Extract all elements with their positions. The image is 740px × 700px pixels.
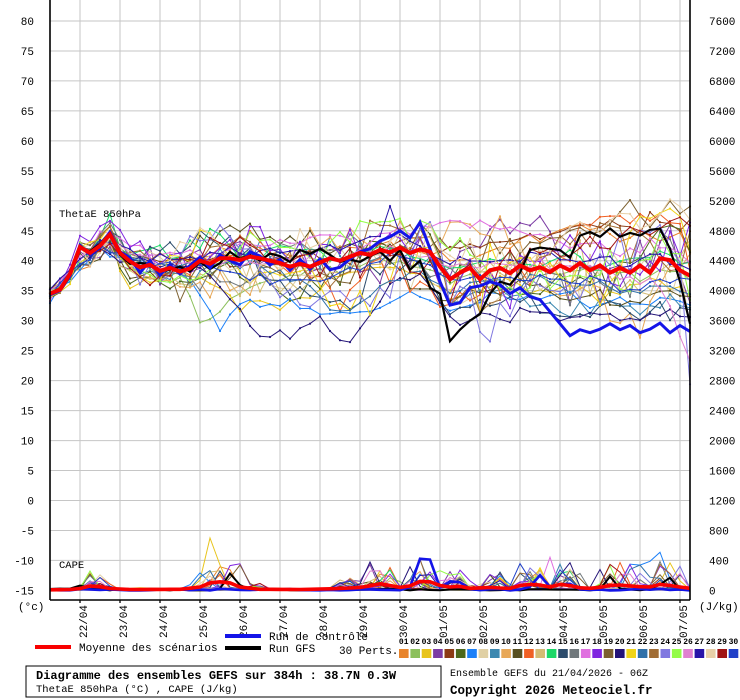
svg-text:24/04: 24/04 bbox=[159, 605, 171, 638]
svg-text:-5: -5 bbox=[21, 527, 34, 539]
svg-text:15: 15 bbox=[558, 638, 568, 647]
svg-text:-15: -15 bbox=[14, 586, 34, 598]
svg-text:03: 03 bbox=[422, 638, 432, 647]
svg-text:11: 11 bbox=[513, 638, 523, 647]
svg-text:19: 19 bbox=[604, 638, 614, 647]
svg-text:01/05: 01/05 bbox=[439, 605, 451, 638]
svg-text:30: 30 bbox=[21, 317, 34, 329]
svg-text:25: 25 bbox=[672, 638, 682, 647]
svg-text:17: 17 bbox=[581, 638, 591, 647]
svg-text:07: 07 bbox=[467, 638, 477, 647]
svg-text:3200: 3200 bbox=[709, 347, 735, 359]
svg-text:22: 22 bbox=[638, 638, 648, 647]
svg-text:16: 16 bbox=[569, 638, 579, 647]
svg-text:28: 28 bbox=[706, 638, 716, 647]
svg-text:ThetaE 850hPa: ThetaE 850hPa bbox=[59, 209, 141, 221]
svg-text:70: 70 bbox=[21, 77, 34, 89]
svg-text:2800: 2800 bbox=[709, 377, 735, 389]
svg-text:01: 01 bbox=[399, 638, 409, 647]
svg-text:24: 24 bbox=[660, 638, 670, 647]
svg-text:0: 0 bbox=[709, 586, 716, 598]
svg-text:30: 30 bbox=[729, 638, 739, 647]
svg-text:27: 27 bbox=[694, 638, 704, 647]
svg-text:4800: 4800 bbox=[709, 227, 735, 239]
svg-text:02/05: 02/05 bbox=[479, 605, 491, 638]
svg-text:6000: 6000 bbox=[709, 137, 735, 149]
svg-text:Copyright 2026 Meteociel.fr: Copyright 2026 Meteociel.fr bbox=[450, 684, 653, 698]
svg-text:10: 10 bbox=[21, 437, 34, 449]
svg-text:-10: -10 bbox=[14, 556, 34, 568]
svg-text:4400: 4400 bbox=[709, 257, 735, 269]
svg-text:5600: 5600 bbox=[709, 167, 735, 179]
svg-text:2000: 2000 bbox=[709, 437, 735, 449]
svg-text:0: 0 bbox=[27, 497, 34, 509]
svg-text:27/04: 27/04 bbox=[279, 605, 291, 638]
svg-text:2400: 2400 bbox=[709, 407, 735, 419]
svg-text:6400: 6400 bbox=[709, 107, 735, 119]
svg-text:08: 08 bbox=[478, 638, 488, 647]
svg-text:800: 800 bbox=[709, 527, 729, 539]
svg-text:28/04: 28/04 bbox=[319, 605, 331, 638]
svg-text:12: 12 bbox=[524, 638, 534, 647]
svg-text:1200: 1200 bbox=[709, 497, 735, 509]
svg-text:30 Perts.: 30 Perts. bbox=[339, 646, 398, 658]
svg-text:30/04: 30/04 bbox=[399, 605, 411, 638]
svg-text:35: 35 bbox=[21, 287, 34, 299]
svg-text:23: 23 bbox=[649, 638, 659, 647]
svg-text:29/04: 29/04 bbox=[359, 605, 371, 638]
svg-text:5200: 5200 bbox=[709, 197, 735, 209]
svg-text:04/05: 04/05 bbox=[559, 605, 571, 638]
svg-text:40: 40 bbox=[21, 257, 34, 269]
svg-text:Moyenne des scénarios: Moyenne des scénarios bbox=[79, 643, 218, 655]
svg-text:7200: 7200 bbox=[709, 47, 735, 59]
svg-text:06/05: 06/05 bbox=[639, 605, 651, 638]
svg-text:07/05: 07/05 bbox=[679, 605, 691, 638]
svg-text:29: 29 bbox=[717, 638, 727, 647]
svg-text:21: 21 bbox=[626, 638, 636, 647]
svg-text:60: 60 bbox=[21, 137, 34, 149]
svg-text:45: 45 bbox=[21, 227, 34, 239]
svg-text:13: 13 bbox=[535, 638, 545, 647]
svg-text:10: 10 bbox=[501, 638, 511, 647]
svg-text:20: 20 bbox=[615, 638, 625, 647]
svg-text:06: 06 bbox=[456, 638, 466, 647]
svg-text:(J/kg): (J/kg) bbox=[699, 602, 739, 614]
svg-text:50: 50 bbox=[21, 197, 34, 209]
svg-text:Run GFS: Run GFS bbox=[269, 644, 316, 656]
svg-text:23/04: 23/04 bbox=[119, 605, 131, 638]
svg-text:25: 25 bbox=[21, 347, 34, 359]
svg-text:Ensemble GEFS du 21/04/2026 -: Ensemble GEFS du 21/04/2026 - 06Z bbox=[450, 668, 648, 680]
svg-text:03/05: 03/05 bbox=[519, 605, 531, 638]
svg-text:55: 55 bbox=[21, 167, 34, 179]
svg-text:5: 5 bbox=[27, 467, 34, 479]
svg-text:Diagramme des ensembles GEFS s: Diagramme des ensembles GEFS sur 384h : … bbox=[36, 669, 397, 683]
svg-text:CAPE: CAPE bbox=[59, 560, 84, 572]
svg-text:4000: 4000 bbox=[709, 287, 735, 299]
svg-text:26/04: 26/04 bbox=[239, 605, 251, 638]
svg-text:20: 20 bbox=[21, 377, 34, 389]
svg-text:02: 02 bbox=[410, 638, 420, 647]
svg-text:6800: 6800 bbox=[709, 77, 735, 89]
svg-text:18: 18 bbox=[592, 638, 602, 647]
svg-text:3600: 3600 bbox=[709, 317, 735, 329]
svg-text:14: 14 bbox=[547, 638, 557, 647]
svg-text:22/04: 22/04 bbox=[79, 605, 91, 638]
svg-text:75: 75 bbox=[21, 47, 34, 59]
svg-text:1600: 1600 bbox=[709, 467, 735, 479]
svg-text:05: 05 bbox=[444, 638, 454, 647]
svg-text:26: 26 bbox=[683, 638, 693, 647]
svg-text:09: 09 bbox=[490, 638, 500, 647]
svg-text:400: 400 bbox=[709, 556, 729, 568]
svg-text:04: 04 bbox=[433, 638, 443, 647]
svg-text:(°c): (°c) bbox=[18, 602, 44, 614]
svg-text:25/04: 25/04 bbox=[199, 605, 211, 638]
svg-text:7600: 7600 bbox=[709, 17, 735, 29]
svg-text:ThetaE 850hPa (°C) , CAPE (J/k: ThetaE 850hPa (°C) , CAPE (J/kg) bbox=[36, 684, 238, 696]
svg-text:65: 65 bbox=[21, 107, 34, 119]
svg-text:Run de contrôle: Run de contrôle bbox=[269, 632, 368, 644]
svg-text:15: 15 bbox=[21, 407, 34, 419]
svg-text:80: 80 bbox=[21, 17, 34, 29]
svg-text:05/05: 05/05 bbox=[599, 605, 611, 638]
